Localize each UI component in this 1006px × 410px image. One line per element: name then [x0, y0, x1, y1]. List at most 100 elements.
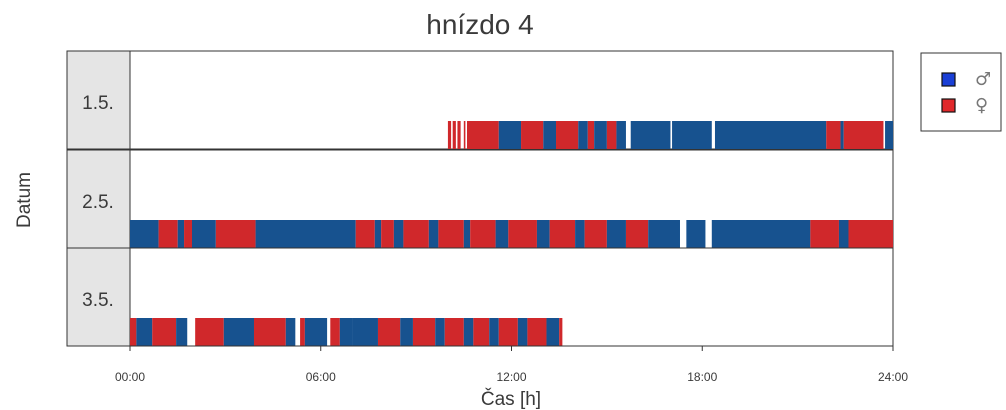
segment-male [136, 318, 153, 346]
segment-female [549, 220, 576, 248]
segment-female [606, 121, 617, 149]
segment-male [616, 121, 626, 149]
segment-male [606, 220, 626, 248]
segment-male [546, 318, 560, 346]
x-axis-title: Čas [h] [481, 388, 541, 410]
segment-female [152, 318, 177, 346]
segment-female [587, 121, 595, 149]
row-label: 2.5. [82, 192, 114, 213]
x-tick-label: 06:00 [306, 370, 336, 384]
segment-female [556, 121, 579, 149]
y-axis-title: Datum [14, 172, 35, 228]
segment-male [711, 220, 811, 248]
segment-female [498, 318, 518, 346]
segment-female [826, 121, 841, 149]
segment-male [543, 121, 557, 149]
timeline-row: 2.5. [66, 149, 894, 249]
segment-female [300, 318, 305, 346]
legend-label-male: ♂ [975, 69, 991, 90]
segment-male [686, 220, 706, 248]
segment-female [447, 121, 452, 149]
segment-female [381, 220, 394, 248]
segment-female [412, 318, 436, 346]
segment-male [176, 318, 188, 346]
segment-male [840, 121, 844, 149]
segment-male [489, 318, 499, 346]
legend-swatch-male [941, 72, 956, 87]
segment-male [177, 220, 185, 248]
row-strip [66, 149, 131, 249]
segment-male [578, 121, 588, 149]
legend-box [920, 52, 1002, 132]
x-tick-label: 24:00 [878, 370, 908, 384]
segment-male [130, 220, 159, 248]
segment-female [466, 121, 499, 149]
segment-female [527, 318, 547, 346]
segment-male [714, 121, 827, 149]
segment-male [498, 121, 522, 149]
chart-title: hnízdo 4 [426, 9, 533, 40]
segment-male [630, 121, 671, 149]
legend-label-female: ♀ [975, 95, 988, 116]
row-label: 3.5. [82, 290, 114, 311]
segment-male [255, 220, 356, 248]
segment-female [559, 318, 563, 346]
segment-female [195, 318, 224, 346]
timeline-row: 1.5. [66, 50, 894, 150]
segment-male [352, 318, 378, 346]
segment-male [393, 220, 404, 248]
segment-female [452, 121, 456, 149]
segment-male [339, 318, 353, 346]
x-tick-label: 00:00 [115, 370, 145, 384]
x-tick-label: 12:00 [496, 370, 526, 384]
segment-female [158, 220, 178, 248]
row-label: 1.5. [82, 93, 114, 114]
segment-female [377, 318, 401, 346]
segment-male [285, 318, 296, 346]
legend: ♂♀ [920, 52, 1002, 132]
segment-female [521, 121, 544, 149]
segment-male [223, 318, 254, 346]
segment-female [403, 220, 429, 248]
segment-male [885, 121, 893, 149]
segment-female [625, 220, 649, 248]
row-strip [66, 50, 131, 150]
segment-male [428, 220, 439, 248]
segment-male [575, 220, 585, 248]
segment-female [130, 318, 137, 346]
x-tick-label: 18:00 [687, 370, 717, 384]
segment-male [463, 220, 471, 248]
segment-female [473, 318, 490, 346]
row-strip [66, 247, 131, 347]
segment-female [508, 220, 537, 248]
segment-female [184, 220, 192, 248]
segment-male [435, 318, 445, 346]
segment-female [463, 121, 466, 149]
segment-female [810, 220, 839, 248]
segment-male [463, 318, 474, 346]
segment-female [843, 121, 884, 149]
segment-female [444, 318, 464, 346]
segment-male [517, 318, 528, 346]
segment-male [536, 220, 550, 248]
segment-female [848, 220, 893, 248]
legend-swatch-female [941, 98, 956, 113]
segment-female [330, 318, 340, 346]
segment-male [594, 121, 607, 149]
segment-male [838, 220, 849, 248]
segment-male [191, 220, 216, 248]
segment-male [672, 121, 712, 149]
segment-female [470, 220, 496, 248]
segment-female [215, 220, 256, 248]
segment-female [438, 220, 464, 248]
segment-male [304, 318, 328, 346]
segment-female [355, 220, 375, 248]
segment-female [584, 220, 607, 248]
segment-male [648, 220, 680, 248]
segment-female [253, 318, 286, 346]
timeline-row: 3.5. [66, 247, 894, 347]
x-axis: 00:00 06:00 12:00 18:00 24:00 [67, 345, 908, 384]
segment-male [495, 220, 509, 248]
timeline-rows: 1.5. 2.5. 3.5. [66, 50, 894, 347]
segment-male [374, 220, 382, 248]
